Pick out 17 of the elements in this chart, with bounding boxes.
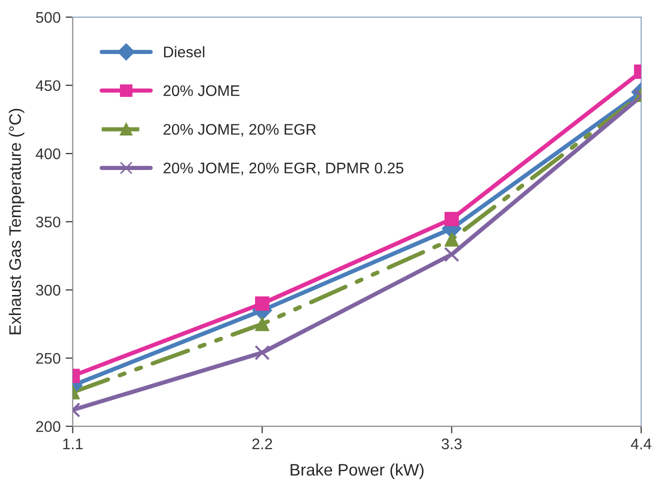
- legend-label: Diesel: [164, 46, 204, 58]
- y-tick-label: 350: [36, 216, 60, 228]
- y-tick-label: 500: [36, 12, 60, 23]
- legend-label: 20% JOME, 20% EGR: [164, 124, 316, 137]
- legend-label: 20% JOME: [164, 85, 240, 96]
- legend-label: 20% JOME, 20% EGR, DPMR 0.25: [164, 162, 404, 176]
- x-tick-label: 2.2: [252, 438, 272, 450]
- y-axis-title: Exhaust Gas Temperature (°C): [8, 108, 24, 334]
- x-tick-label: 1.1: [63, 438, 83, 450]
- x-tick-label: 4.4: [630, 438, 652, 450]
- y-tick-label: 400: [36, 148, 60, 160]
- x-axis-title: Brake Power (kW): [290, 463, 424, 479]
- x-tick-label: 3.3: [442, 438, 462, 450]
- y-tick-label: 250: [36, 352, 60, 364]
- y-tick-label: 450: [36, 80, 60, 92]
- y-tick-label: 300: [36, 284, 60, 296]
- y-tick-label: 200: [36, 421, 60, 432]
